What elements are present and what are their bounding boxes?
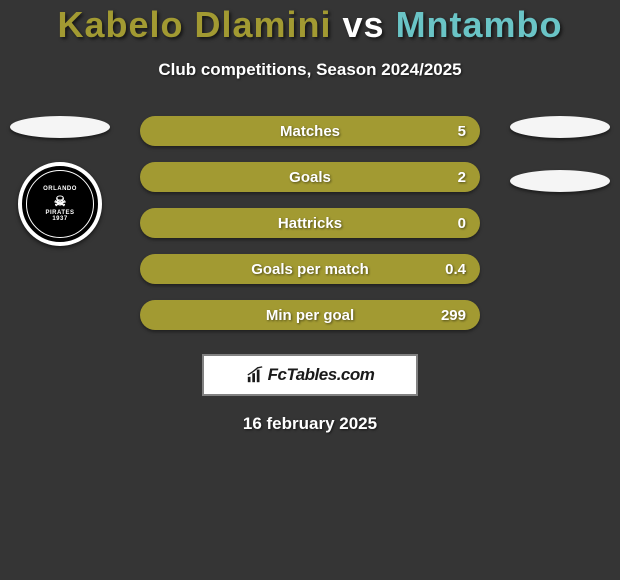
stat-bar: Min per goal 299 (140, 300, 480, 330)
badge-inner: ORLANDO ☠ PIRATES 1937 (26, 170, 94, 238)
player1-club-badge: ORLANDO ☠ PIRATES 1937 (18, 162, 102, 246)
stat-label: Matches (280, 123, 340, 140)
title-vs: vs (332, 4, 396, 45)
content-area: ORLANDO ☠ PIRATES 1937 Matches 5 Goals 2… (0, 116, 620, 434)
stat-label: Goals per match (251, 261, 369, 278)
stat-bar: Hattricks 0 (140, 208, 480, 238)
brand-text: FcTables.com (268, 365, 375, 385)
right-player-column (500, 116, 620, 192)
stat-bar: Goals 2 (140, 162, 480, 192)
badge-text-top: ORLANDO (43, 186, 77, 192)
player1-photo-placeholder (10, 116, 110, 138)
player2-photo-placeholder (510, 116, 610, 138)
stat-bar: Matches 5 (140, 116, 480, 146)
stat-label: Min per goal (266, 307, 354, 324)
chart-icon (246, 366, 264, 384)
left-player-column: ORLANDO ☠ PIRATES 1937 (0, 116, 120, 246)
stat-label: Goals (289, 169, 331, 186)
stat-value: 0.4 (445, 261, 466, 278)
player2-club-placeholder (510, 170, 610, 192)
subtitle: Club competitions, Season 2024/2025 (0, 60, 620, 80)
stats-bars: Matches 5 Goals 2 Hattricks 0 Goals per … (140, 116, 480, 330)
stat-value: 2 (458, 169, 466, 186)
title-player2: Mntambo (396, 4, 563, 45)
page-title: Kabelo Dlamini vs Mntambo (0, 0, 620, 46)
stat-value: 5 (458, 123, 466, 140)
stat-label: Hattricks (278, 215, 342, 232)
footer-date: 16 february 2025 (0, 414, 620, 434)
stat-value: 299 (441, 307, 466, 324)
skull-icon: ☠ (54, 194, 67, 208)
stat-value: 0 (458, 215, 466, 232)
badge-year: 1937 (52, 216, 67, 222)
brand-box[interactable]: FcTables.com (202, 354, 418, 396)
title-player1: Kabelo Dlamini (57, 4, 331, 45)
stat-bar: Goals per match 0.4 (140, 254, 480, 284)
